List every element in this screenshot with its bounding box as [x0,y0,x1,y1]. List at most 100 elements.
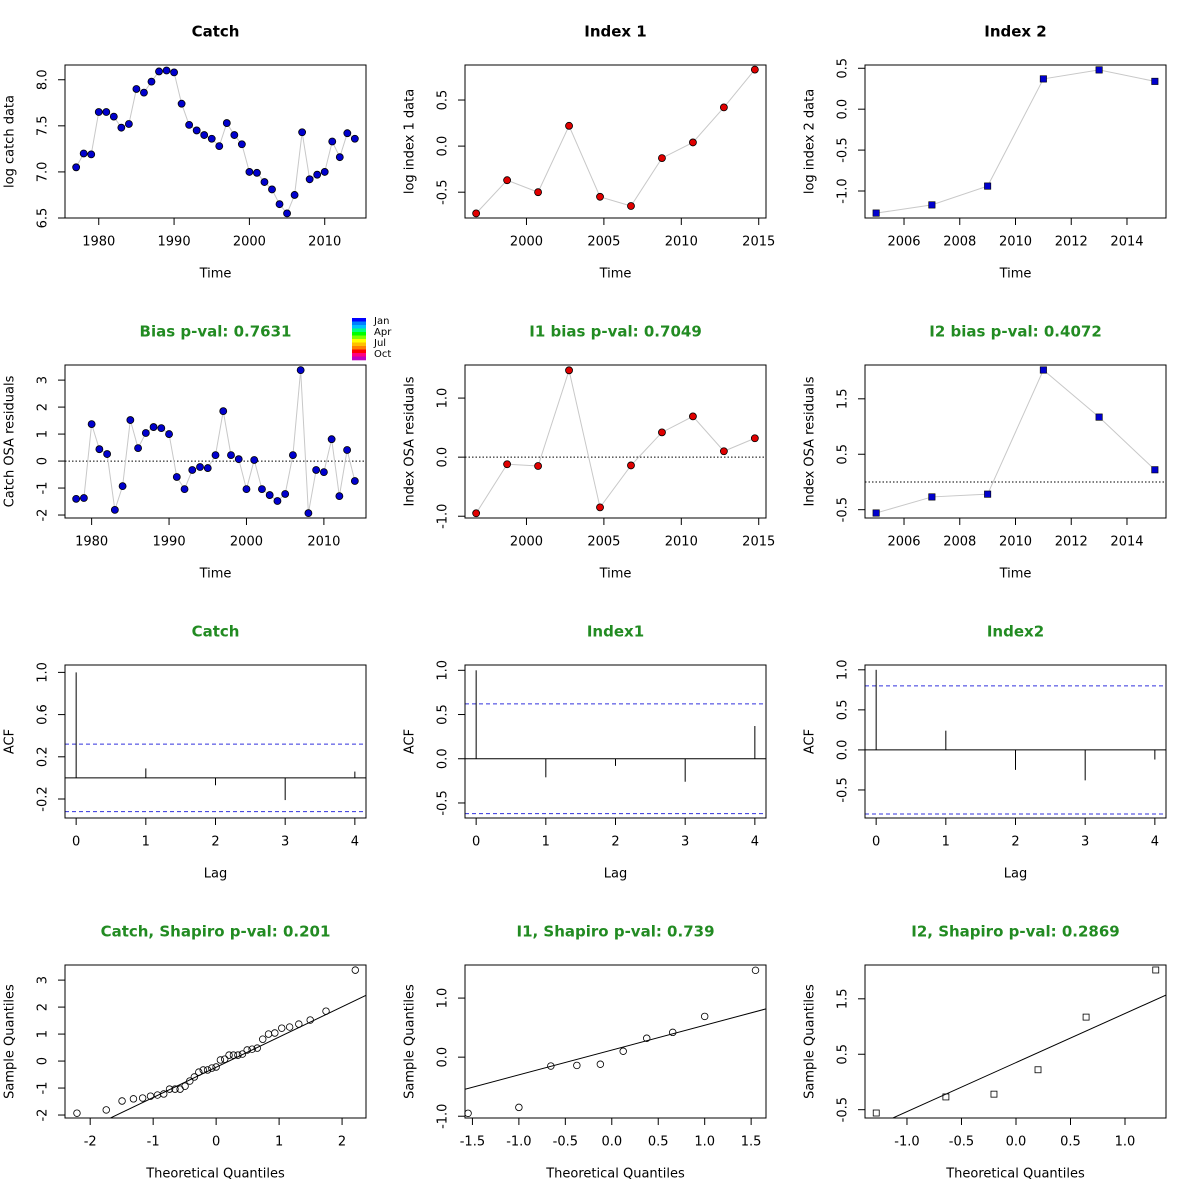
point [335,153,344,162]
panel: Catch Time log catch data 1980 1990 2000 2010 6… [3,23,367,282]
point [658,428,666,437]
x-tick-label: 1980 [75,535,108,550]
point [343,129,352,138]
plot-frame [864,964,1167,1119]
point [335,492,344,501]
x-tick-label: 0 [872,835,880,850]
y-axis-label: ACF [803,729,818,754]
x-tick-label: 2010 [308,235,341,250]
x-tick-label: -1.0 [894,1135,919,1150]
point [547,1062,555,1070]
y-tick-label: 3 [36,976,51,984]
y-tick-label: -1 [36,1082,51,1095]
plot-frame [464,964,767,1119]
point [281,490,290,498]
point [118,1097,126,1105]
series-line [876,369,1156,514]
point [1039,366,1047,374]
point [503,176,512,185]
y-tick-label: 6.5 [36,208,51,229]
x-tick-label: 2015 [742,235,775,250]
y-axis-label: Index OSA residuals [403,376,418,506]
x-tick-label: 1980 [82,235,115,250]
point [928,493,936,501]
x-tick-label: 2 [338,1135,346,1150]
point [872,209,880,217]
chart-title: I1 bias p-val: 0.7049 [529,323,702,341]
point [87,420,96,428]
chart-title: Index2 [987,623,1044,641]
x-tick-label: 4 [751,835,759,850]
point [253,168,261,177]
point [253,1044,261,1052]
y-tick-label: -1.0 [436,504,451,529]
point [185,121,194,129]
colorbar-label: Jan [373,316,389,327]
point [259,1035,267,1043]
x-tick-label: 2000 [230,535,263,550]
point [141,429,150,437]
plot-area [865,369,1166,514]
x-tick-label: 2014 [1110,235,1143,250]
point [124,120,133,128]
y-axis-label: log catch data [3,95,18,188]
point [984,182,992,190]
point [312,466,321,474]
point [140,88,148,97]
point [203,1066,212,1074]
point [283,209,291,218]
point [319,468,328,477]
x-tick-label: -1 [147,1135,160,1150]
y-tick-label: 0.0 [836,740,851,761]
y-tick-label: 0.0 [836,99,851,120]
point [290,191,299,199]
y-tick-label: 0.5 [836,444,851,465]
x-tick-label: 1990 [153,535,186,550]
point [273,497,282,505]
point [160,1090,168,1098]
y-tick-label: -0.5 [836,777,851,802]
point [180,485,189,494]
panel: I1 bias p-val: 0.7049 Time Index OSA resid… [403,323,776,582]
point [94,108,103,116]
point [192,126,201,135]
x-tick-label: 3 [1081,835,1089,850]
series-line [475,69,756,214]
x-tick-label: 1 [275,1135,283,1150]
y-tick-label: 3 [36,376,51,384]
point [289,451,297,460]
colorbar-swatch [352,353,366,357]
x-tick-label: 2000 [510,235,543,250]
x-tick-label: 2006 [887,235,920,250]
colorbar-label: Apr [374,327,392,338]
point [669,1028,677,1037]
x-axis-label: Time [199,567,232,582]
y-tick-label: -2 [36,509,51,522]
panel: Catch Lag ACF 0 1 2 3 4 -0.2 0.2 0.6 1.0 [3,623,367,882]
colorbar-label: Jul [373,338,386,349]
series-line [876,69,1155,214]
y-tick-label: 0.0 [436,447,451,468]
series-line [475,368,756,514]
x-tick-label: 2014 [1110,535,1143,550]
y-axis-label: ACF [403,729,418,754]
point [942,1093,950,1101]
point [1039,75,1047,83]
x-tick-label: -1.5 [460,1135,485,1150]
y-axis-label: Catch OSA residuals [3,375,18,507]
plot-frame [64,964,367,1119]
point [216,1056,225,1064]
x-tick-label: 2000 [233,235,266,250]
y-tick-label: -0.5 [836,1097,851,1122]
colorbar-swatch [352,332,366,336]
plot-area [865,669,1166,815]
point [177,99,186,108]
point [719,447,728,456]
point [165,1085,174,1093]
plot-area [475,69,756,214]
colorbar-swatch [352,349,366,354]
y-tick-label: 1.0 [436,388,451,409]
panel: Index1 Lag ACF 0 1 2 3 4 -0.5 0.0 0.5 1.0 [403,623,767,882]
point [181,1082,189,1090]
